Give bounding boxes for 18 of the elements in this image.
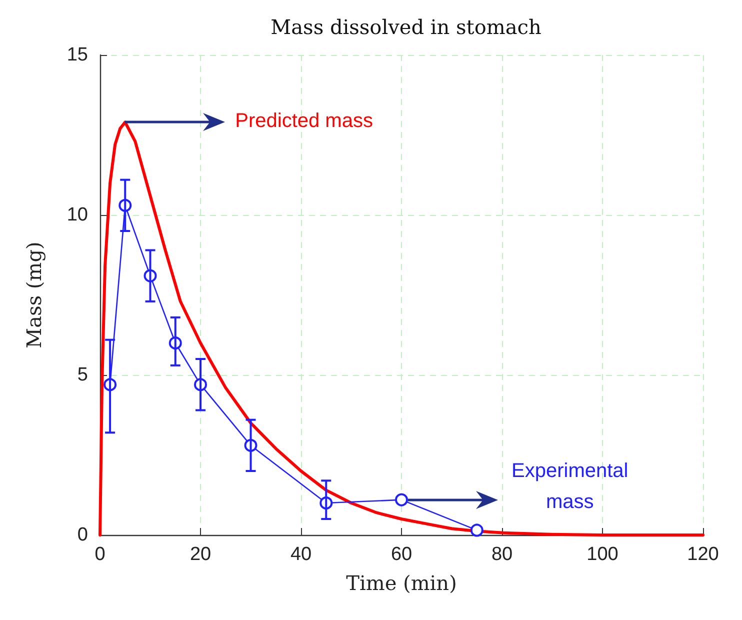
y-tick-label: 15 — [66, 44, 88, 66]
y-tick-label: 0 — [77, 524, 88, 546]
y-tick-label: 5 — [77, 364, 88, 386]
x-tick-label: 20 — [190, 544, 212, 565]
annotation: Experimental mass — [512, 458, 628, 515]
x-tick-label: 100 — [586, 544, 618, 565]
x-tick-label: 40 — [290, 544, 312, 565]
annotation: Predicted mass — [235, 109, 373, 134]
chart-title: Mass dissolved in stomach — [270, 15, 542, 39]
x-tick-label: 80 — [491, 544, 513, 565]
y-axis-title: Mass (mg) — [22, 242, 46, 348]
y-tick-label: 10 — [66, 204, 88, 226]
x-axis-title: Time (min) — [346, 571, 457, 595]
point — [470, 524, 484, 537]
x-tick-label: 0 — [94, 544, 106, 565]
point — [395, 493, 408, 506]
x-tick-label: 120 — [687, 544, 719, 565]
x-tick-label: 60 — [390, 544, 412, 565]
